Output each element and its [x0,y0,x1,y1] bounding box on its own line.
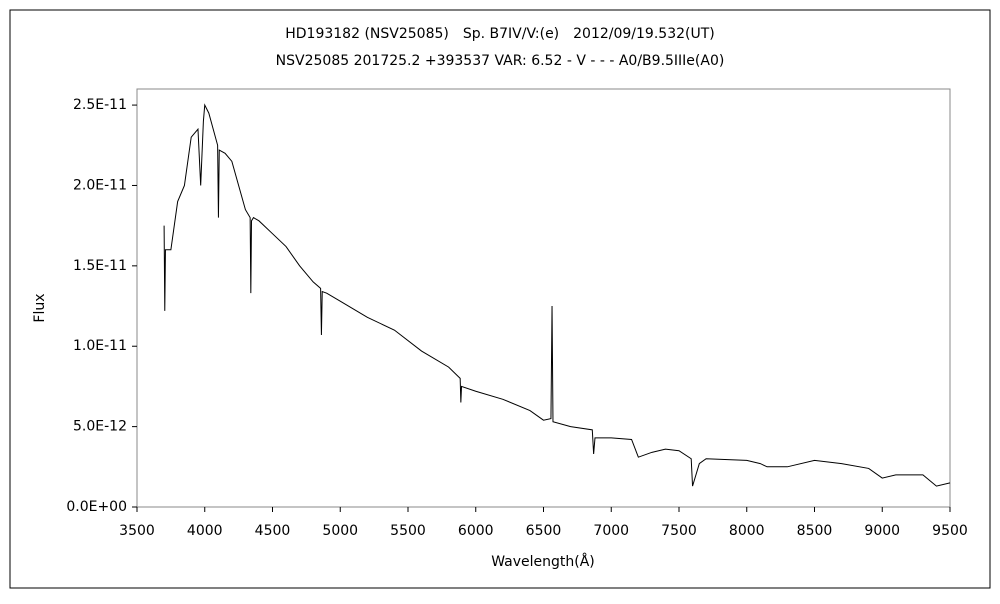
x-tick-label: 3500 [119,523,155,539]
y-tick-label: 2.5E-11 [73,97,127,113]
x-tick-label: 8000 [729,523,765,539]
y-axis-label: Flux [32,293,48,322]
figure-frame [9,9,991,589]
y-tick-label: 2.0E-11 [73,177,127,193]
x-tick-label: 4500 [255,523,291,539]
x-tick-label: 6500 [526,523,562,539]
y-tick-label: 1.0E-11 [73,338,127,354]
x-tick-label: 6000 [458,523,494,539]
y-tick-label: 1.5E-11 [73,258,127,274]
y-tick-label: 5.0E-12 [73,419,127,435]
x-tick-label: 5000 [322,523,358,539]
x-tick-label: 4000 [187,523,223,539]
x-tick-label: 9500 [932,523,968,539]
x-tick-label: 7500 [661,523,697,539]
x-tick-label: 7000 [593,523,629,539]
x-tick-label: 8500 [797,523,833,539]
chart-title: HD193182 (NSV25085) Sp. B7IV/V:(e) 2012/… [285,26,714,42]
x-tick-label: 9000 [864,523,900,539]
y-tick-label: 0.0E+00 [66,499,127,515]
spectrum-line [163,103,951,487]
x-tick-label: 5500 [390,523,426,539]
x-axis-label: Wavelength(Å) [491,553,595,570]
chart-subtitle: NSV25085 201725.2 +393537 VAR: 6.52 - V … [276,53,725,69]
